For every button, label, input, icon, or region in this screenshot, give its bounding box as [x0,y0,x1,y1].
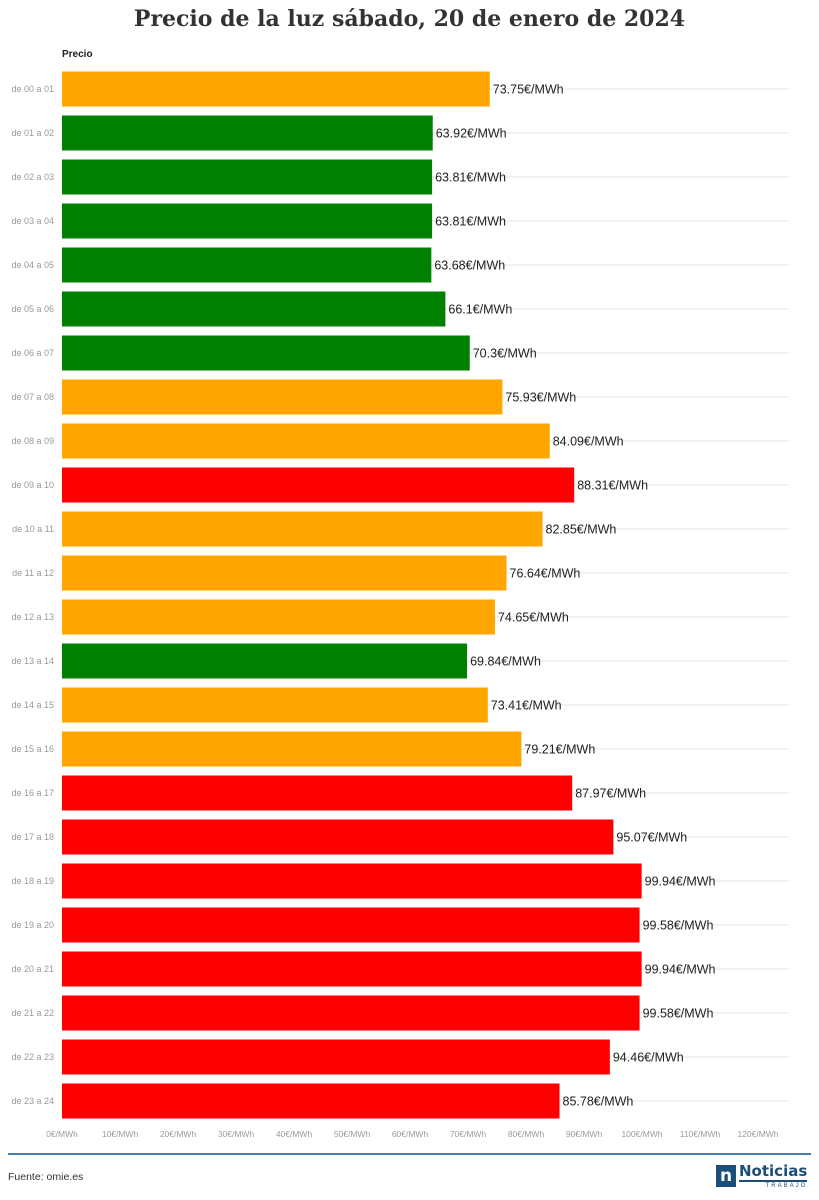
grid-lines [62,88,789,1102]
bar[interactable] [62,467,575,503]
category-label: de 21 a 22 [11,1008,54,1018]
category-label: de 08 a 09 [11,436,54,446]
value-label: 99.58€/MWh [643,919,714,933]
brand-logo[interactable]: n Noticias TRABAJO [716,1161,808,1190]
value-label: 79.21€/MWh [524,743,595,757]
bar[interactable] [62,907,640,943]
category-label: de 10 a 11 [12,524,54,534]
bar[interactable] [62,335,470,371]
value-label: 99.94€/MWh [645,963,716,977]
value-label: 70.3€/MWh [473,347,537,361]
x-tick-label: 20€/MWh [160,1129,197,1139]
bar[interactable] [62,819,614,855]
x-tick-label: 90€/MWh [566,1129,603,1139]
category-label: de 12 a 13 [11,612,54,622]
bar-chart: Precio de 00 a 01 73.75€/MWh de 01 a 02 63.… [11,49,789,1139]
value-label: 95.07€/MWh [616,831,687,845]
footer-divider [8,1153,811,1155]
category-label: de 16 a 17 [11,788,54,798]
value-label: 85.78€/MWh [563,1095,634,1109]
category-label: de 03 a 04 [11,216,54,226]
x-tick-label: 50€/MWh [334,1129,371,1139]
category-label: de 18 a 19 [11,876,54,886]
x-tick-label: 110€/MWh [680,1129,721,1139]
category-label: de 19 a 20 [11,920,54,930]
bar[interactable] [62,247,432,283]
value-label: 74.65€/MWh [498,611,569,625]
category-label: de 00 a 01 [11,84,54,94]
category-label: de 11 a 12 [12,568,54,578]
category-label: de 09 a 10 [11,480,54,490]
value-label: 66.1€/MWh [448,303,512,317]
value-label: 88.31€/MWh [577,479,648,493]
x-tick-label: 120€/MWh [737,1129,778,1139]
x-tick-label: 80€/MWh [508,1129,545,1139]
category-label: de 07 a 08 [11,392,54,402]
value-label: 87.97€/MWh [575,787,646,801]
category-label: de 14 a 15 [11,700,54,710]
bar[interactable] [62,643,468,679]
bars: de 00 a 01 73.75€/MWh de 01 a 02 63.92€/MWh… [11,71,716,1119]
x-tick-label: 100€/MWh [621,1129,662,1139]
x-tick-label: 0€/MWh [46,1129,78,1139]
value-label: 69.84€/MWh [470,655,541,669]
bar[interactable] [62,291,446,327]
bar[interactable] [62,995,640,1031]
category-label: de 04 a 05 [11,260,54,270]
bar[interactable] [62,1083,560,1119]
bar[interactable] [62,71,490,107]
value-label: 75.93€/MWh [505,391,576,405]
bar[interactable] [62,115,433,151]
bar[interactable] [62,423,550,459]
bar[interactable] [62,511,543,547]
category-label: de 02 a 03 [11,172,54,182]
category-label: de 01 a 02 [11,128,54,138]
bar[interactable] [62,1039,610,1075]
bar[interactable] [62,731,522,767]
bar[interactable] [62,775,573,811]
value-label: 99.94€/MWh [645,875,716,889]
bar[interactable] [62,379,503,415]
bar[interactable] [62,555,507,591]
x-tick-label: 70€/MWh [450,1129,487,1139]
logo-main-text: Noticias [739,1161,808,1180]
value-label: 63.68€/MWh [434,259,505,273]
category-label: de 06 a 07 [11,348,54,358]
value-label: 63.81€/MWh [435,215,506,229]
x-tick-label: 10€/MWh [102,1129,139,1139]
value-label: 63.92€/MWh [436,127,507,141]
value-label: 76.64€/MWh [510,567,581,581]
source-note: Fuente: omie.es [8,1171,84,1183]
bar[interactable] [62,863,642,899]
value-label: 94.46€/MWh [613,1051,684,1065]
value-label: 99.58€/MWh [643,1007,714,1021]
category-label: de 22 a 23 [11,1052,54,1062]
logo-sub-text: TRABAJO [739,1179,808,1189]
value-label: 63.81€/MWh [435,171,506,185]
category-label: de 13 a 14 [11,656,54,666]
category-label: de 23 a 24 [11,1096,54,1106]
x-axis-ticks: 0€/MWh 10€/MWh 20€/MWh 30€/MWh 40€/MWh 50€/MW… [46,1129,779,1139]
x-tick-label: 40€/MWh [276,1129,313,1139]
category-label: de 15 a 16 [11,744,54,754]
value-label: 73.41€/MWh [491,699,562,713]
logo-n-icon: n [716,1165,736,1187]
chart-title: Precio de la luz sábado, 20 de enero de … [133,6,686,32]
bar[interactable] [62,951,642,987]
bar[interactable] [62,159,433,195]
value-label: 84.09€/MWh [553,435,624,449]
category-label: de 17 a 18 [11,832,54,842]
x-tick-label: 60€/MWh [392,1129,429,1139]
value-label: 73.75€/MWh [493,83,564,97]
bar[interactable] [62,687,488,723]
bar[interactable] [62,599,495,635]
series-header: Precio [62,49,93,60]
x-tick-label: 30€/MWh [218,1129,255,1139]
category-label: de 05 a 06 [11,304,54,314]
bar[interactable] [62,203,433,239]
category-label: de 20 a 21 [11,964,54,974]
value-label: 82.85€/MWh [546,523,617,537]
